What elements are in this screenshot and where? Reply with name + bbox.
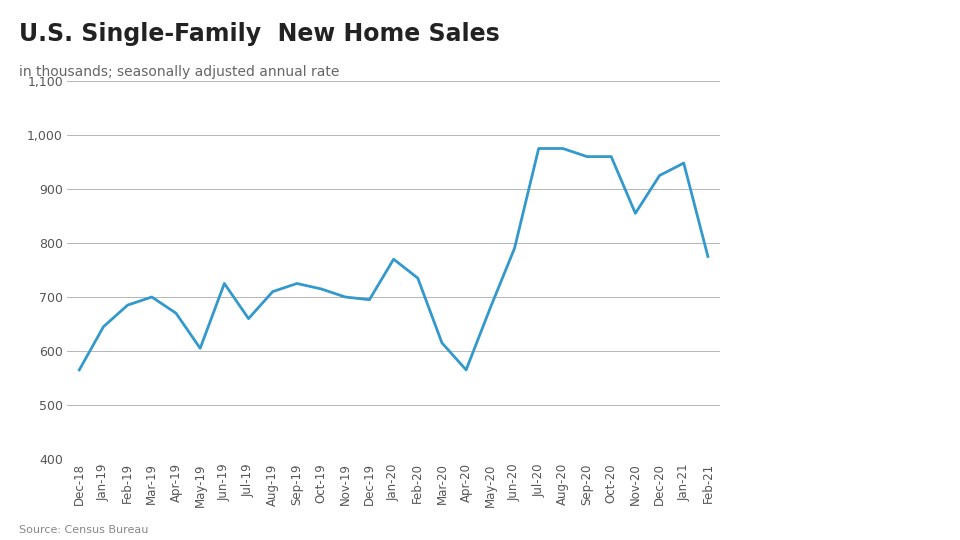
Bar bbox=[757, 487, 773, 503]
Text: in thousands; seasonally adjusted annual rate: in thousands; seasonally adjusted annual… bbox=[19, 65, 340, 79]
Text: U.S. Single-Family  New Home Sales: U.S. Single-Family New Home Sales bbox=[19, 22, 500, 45]
Bar bbox=[774, 477, 789, 503]
Text: Economics: Economics bbox=[844, 488, 955, 508]
Text: WINDERMERE: WINDERMERE bbox=[844, 468, 902, 477]
Text: Current
Prices Have
Added
$24,000 to
the Cost of
Building a
Home in the
U.S.: Current Prices Have Added $24,000 to the… bbox=[744, 85, 944, 347]
Text: Source: Census Bureau: Source: Census Bureau bbox=[19, 524, 149, 535]
Bar bbox=[790, 468, 805, 503]
